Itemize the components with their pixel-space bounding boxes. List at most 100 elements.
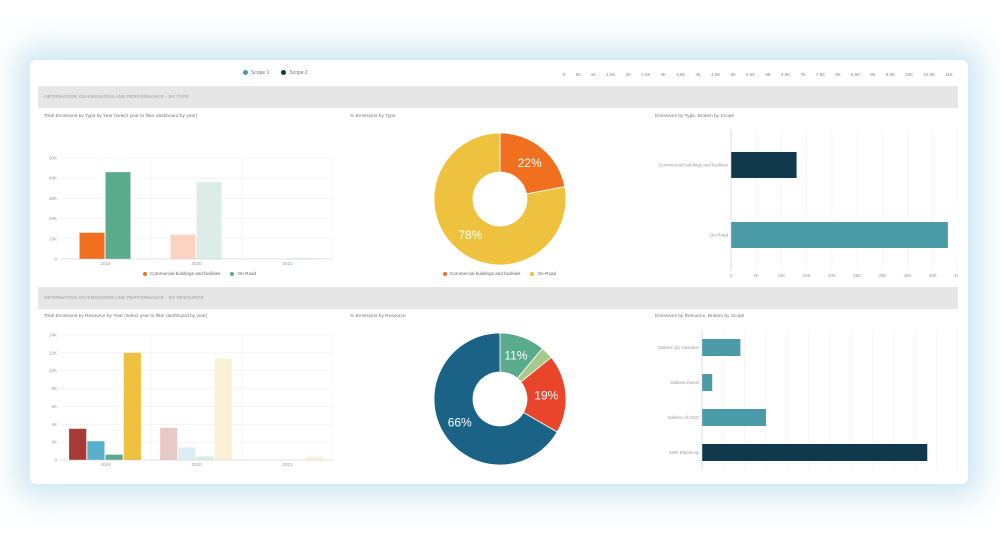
scope-legend-item-1[interactable]: Scope 1	[243, 70, 269, 76]
x-tick-label: 35K	[904, 273, 912, 278]
bar	[731, 152, 797, 178]
y-tick-label: Gallons (E) Gasoline	[657, 345, 699, 350]
bar	[170, 234, 196, 259]
top-scale-tick: 4K	[695, 72, 702, 77]
top-scale-tick: 4.5K	[711, 72, 721, 77]
section-title-by-resource: INFORMATION ON EMISSIONS AND PERFORMANCE…	[44, 295, 204, 300]
top-scale-tick: 50	[575, 72, 581, 77]
y-tick-label: 20K	[49, 216, 57, 221]
y-tick-label: 0	[54, 257, 57, 262]
y-tick-label: On-Road	[710, 233, 729, 238]
scope-1-label: Scope 1	[251, 70, 270, 76]
y-tick-label: 2K	[51, 440, 57, 445]
commercial-swatch	[143, 271, 147, 276]
top-scale-tick: 5.5K	[746, 72, 756, 77]
bar	[287, 257, 313, 259]
legend-label-onroad: On-Road	[537, 271, 557, 276]
y-tick-label: kWh Electricity	[669, 450, 699, 455]
legend-item-commercial[interactable]: Commercial buildings and facilities	[443, 271, 520, 276]
section-header-by-type: INFORMATION ON EMISSIONS AND PERFORMANCE…	[38, 86, 958, 108]
bar	[702, 339, 741, 356]
charts-canvas: 0 10K 20K 30K 40K 50K 2019 2020 2021 22% 78% 0 5K 10K…	[49, 130, 958, 470]
y-tick-label: 10K	[49, 368, 57, 373]
scope-2-label: Scope 2	[289, 70, 308, 76]
slice-value-label: 11%	[504, 348, 527, 362]
x-tick-label: 10K	[777, 273, 785, 278]
y-tick-label: 12K	[49, 350, 57, 355]
x-tick-label: 0	[730, 273, 733, 278]
y-tick-label: 0	[54, 458, 57, 463]
bar	[160, 427, 178, 460]
scope-1-swatch	[243, 70, 248, 76]
legend-item-commercial[interactable]: Commercial buildings and facilities	[143, 271, 220, 276]
scope-2-swatch	[281, 70, 287, 76]
onroad-swatch	[530, 271, 535, 276]
res-by-year-title: Total Emissions by Resource by Year (sel…	[44, 314, 208, 319]
y-tick-label: 10K	[49, 236, 57, 241]
type-by-year-title: Total Emissions by Type by Year (select …	[44, 114, 198, 119]
section-header-by-resource: INFORMATION ON EMISSIONS AND PERFORMANCE…	[38, 287, 958, 309]
top-scale-tick: 6K	[765, 72, 771, 77]
section-title-by-type: INFORMATION ON EMISSIONS AND PERFORMANCE…	[44, 94, 190, 99]
top-scale-tick: 3K	[660, 72, 667, 77]
top-scale-tick: 2.5K	[641, 72, 651, 77]
y-tick-label: 8K	[51, 386, 57, 391]
top-scale-tick: 10.5K	[923, 72, 935, 77]
x-tick-label: 2020	[191, 462, 202, 467]
bar	[305, 456, 323, 460]
x-tick-label: 40K	[929, 273, 937, 278]
legend-item-onroad[interactable]: On-Road	[530, 271, 556, 276]
bar	[702, 444, 928, 461]
x-tick-label: 15K	[803, 273, 811, 278]
bar	[87, 441, 105, 460]
x-tick-label: 2021	[282, 261, 293, 266]
y-tick-label: 50K	[49, 156, 57, 161]
bar	[69, 428, 87, 460]
bar	[196, 182, 222, 259]
type-by-year-legend: Commercial buildings and facilities On-R…	[143, 271, 256, 276]
scope-legend: Scope 1 Scope 2	[243, 70, 308, 76]
y-tick-label: 14K	[49, 333, 57, 338]
top-scale-tick: 11K	[945, 72, 953, 77]
bar	[731, 222, 948, 248]
top-scale-tick: 6.5K	[780, 72, 791, 77]
slice-value-label: 19%	[534, 388, 558, 402]
top-scale-tick: 9K	[870, 72, 876, 77]
pie-slice	[499, 132, 566, 195]
x-tick-label: 20K	[828, 273, 836, 278]
y-tick-label: 40K	[49, 176, 57, 181]
bar	[214, 358, 232, 460]
slice-value-label: 78%	[458, 228, 482, 242]
res-pct-title: % Emissions by Resource	[350, 314, 406, 319]
legend-label-commercial: Commercial buildings and facilities	[150, 271, 221, 276]
y-tick-label: 30K	[49, 196, 57, 201]
slice-value-label: 22%	[518, 156, 542, 170]
bar	[702, 374, 713, 391]
top-scale-tick: 9.5K	[885, 72, 896, 77]
slice-value-label: 66%	[448, 415, 472, 429]
x-tick-label: 2019	[100, 261, 111, 266]
res-scope-title: Emissions by Resource, Broken by Scope	[655, 314, 745, 319]
y-tick-label: Gallons of CNG	[667, 415, 699, 420]
top-scale-tick: 8.5K	[850, 72, 861, 77]
legend-label-onroad: On-Road	[237, 271, 257, 276]
x-tick-label: 2020	[191, 261, 202, 266]
bar	[105, 454, 123, 460]
pie-slice	[433, 132, 567, 266]
bar	[196, 456, 214, 460]
dashboard-frame: Scope 1 Scope 2 0 50 1K 1.5K 2K 2.5K 3K 3.5K 4K 4…	[38, 66, 958, 474]
top-scale-tick: 8K	[835, 72, 841, 77]
bar	[178, 447, 196, 460]
y-tick-label: 6K	[51, 404, 57, 409]
top-scale-tick: 10K	[905, 72, 914, 77]
top-scale-tick: 2K	[625, 72, 632, 77]
scope-legend-item-2[interactable]: Scope 2	[281, 70, 308, 76]
legend-label-commercial: Commercial buildings and facilities	[450, 271, 521, 276]
bar	[123, 352, 141, 460]
x-tick-label: 2021	[282, 462, 293, 467]
x-tick-label: 5K	[753, 273, 759, 278]
legend-item-onroad[interactable]: On-Road	[230, 271, 256, 276]
x-tick-label: 45K	[954, 273, 958, 278]
bar	[79, 232, 105, 259]
y-tick-label: Commercial buildings and facilities	[659, 163, 729, 168]
